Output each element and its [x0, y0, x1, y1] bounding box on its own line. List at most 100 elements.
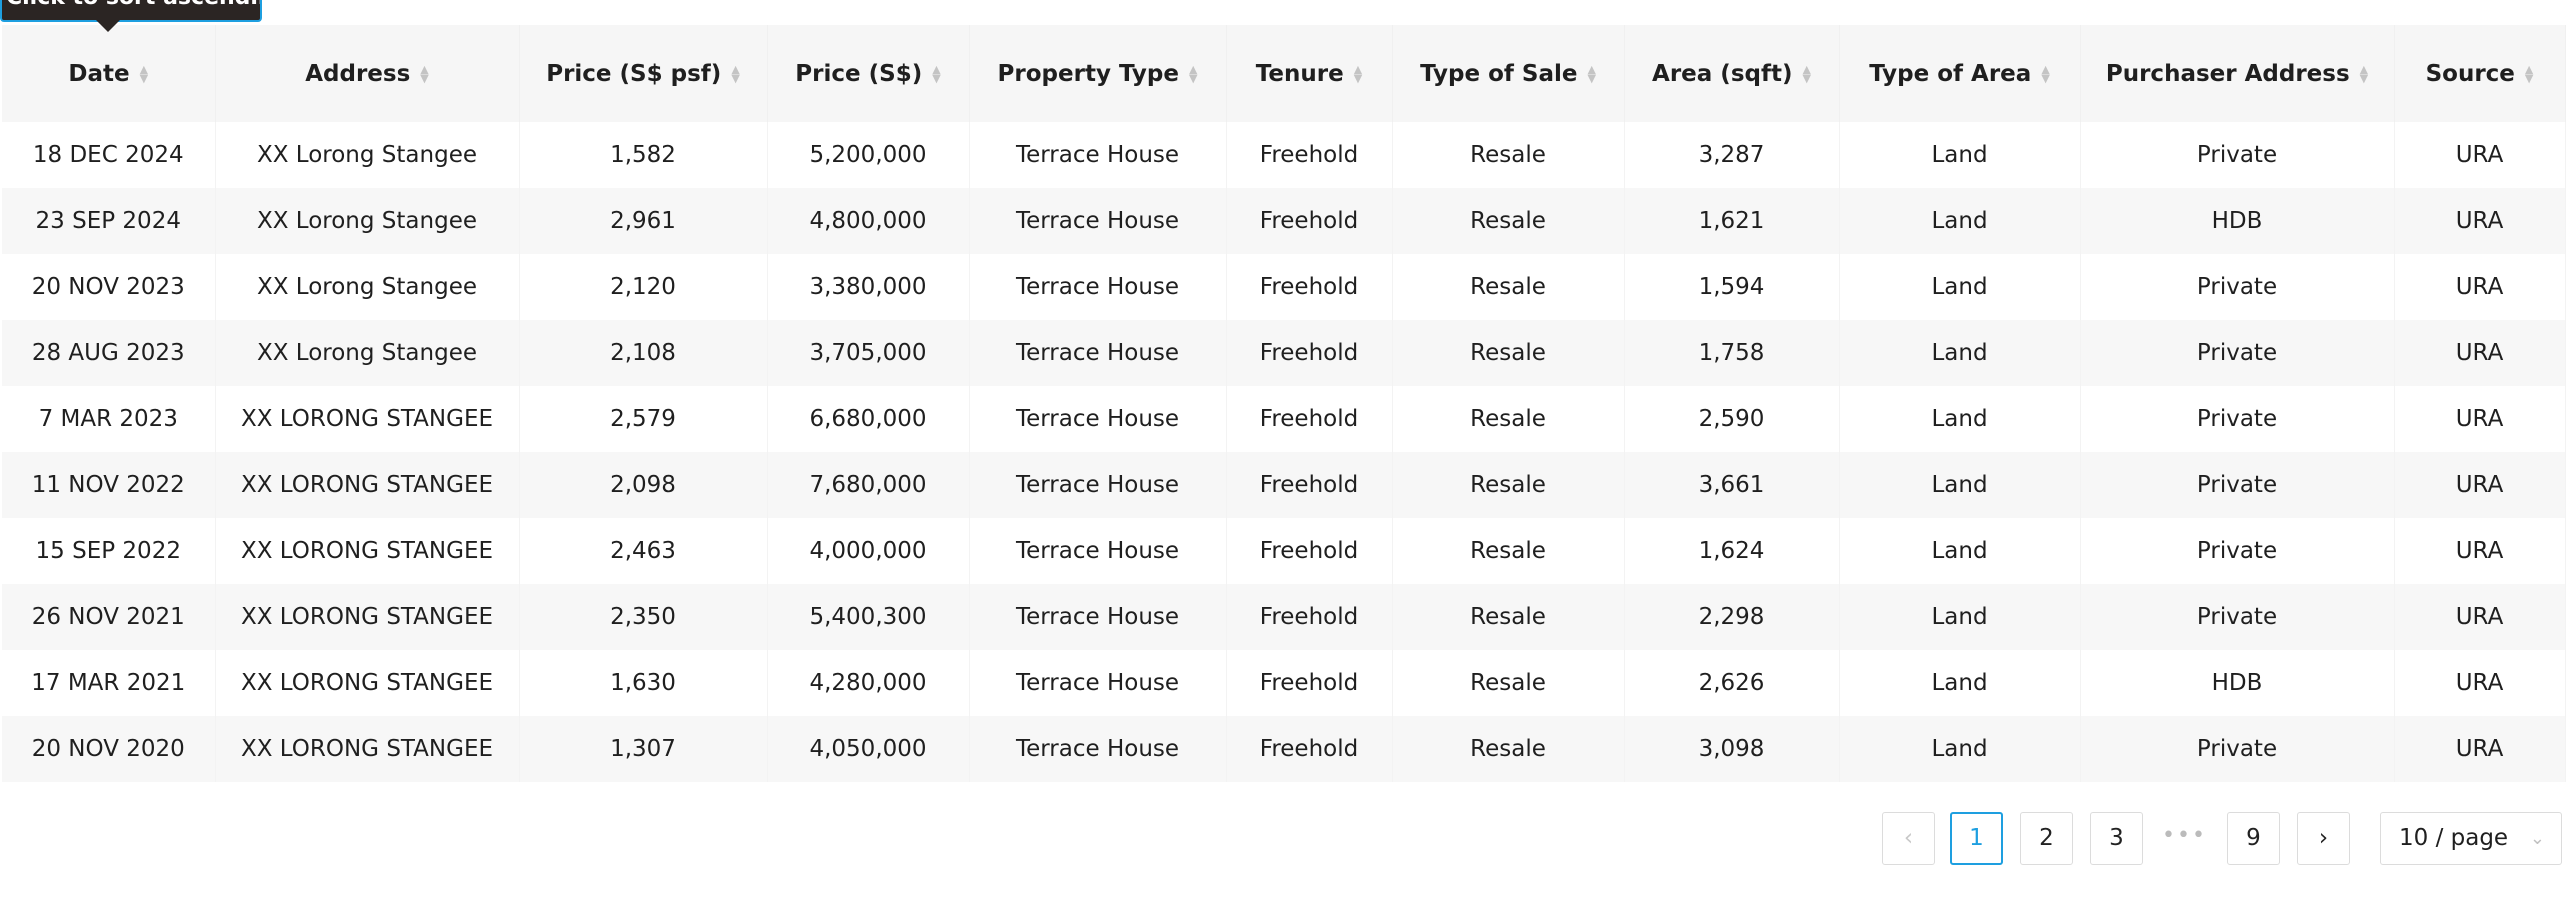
chevron-right-icon[interactable]: ›	[2297, 812, 2350, 865]
table-cell: Private	[2080, 122, 2395, 188]
table-cell: 26 NOV 2021	[2, 584, 216, 650]
column-header-tenure[interactable]: Tenure ▲ ▼	[1226, 25, 1393, 122]
ellipsis-jump[interactable]: •••	[2162, 823, 2207, 848]
table-cell: Freehold	[1226, 386, 1393, 452]
table-cell: XX LORONG STANGEE	[215, 386, 520, 452]
table-cell: 28 AUG 2023	[2, 320, 216, 386]
table-cell: Resale	[1392, 188, 1625, 254]
table-cell: 1,758	[1624, 320, 1840, 386]
table-cell: Land	[1839, 254, 2081, 320]
sort-icon[interactable]: ▲ ▼	[731, 63, 740, 85]
table-cell: XX LORONG STANGEE	[215, 584, 520, 650]
table-cell: Freehold	[1226, 254, 1393, 320]
sort-icon[interactable]: ▲ ▼	[420, 63, 429, 85]
table-cell: 2,298	[1624, 584, 1840, 650]
table-cell: Land	[1839, 320, 2081, 386]
column-header-source[interactable]: Source ▲ ▼	[2394, 25, 2566, 122]
sort-icon[interactable]: ▲ ▼	[139, 63, 149, 85]
table-cell: 4,280,000	[767, 650, 970, 716]
table-cell: Private	[2080, 386, 2395, 452]
sort-icon[interactable]: ▲ ▼	[1353, 63, 1363, 85]
table-cell: 18 DEC 2024	[2, 122, 216, 188]
table-cell: Terrace House	[969, 320, 1227, 386]
table-cell: XX LORONG STANGEE	[215, 716, 520, 782]
table-cell: URA	[2394, 320, 2566, 386]
chevron-left-icon[interactable]: ‹	[1882, 812, 1935, 865]
column-header-label: Date	[68, 60, 130, 87]
table-cell: 17 MAR 2021	[2, 650, 216, 716]
table-cell: 2,120	[519, 254, 768, 320]
table-cell: 3,661	[1624, 452, 1840, 518]
page-size-select[interactable]: 10 / page ⌄	[2380, 812, 2562, 865]
table-cell: Freehold	[1226, 716, 1393, 782]
table-cell: 20 NOV 2023	[2, 254, 216, 320]
table-cell: 1,630	[519, 650, 768, 716]
column-header-label: Type of Area	[1869, 60, 2032, 87]
column-header-address[interactable]: Address ▲ ▼	[215, 25, 520, 122]
column-header-label: Area (sqft)	[1652, 60, 1793, 87]
table-cell: 20 NOV 2020	[2, 716, 216, 782]
table-cell: Freehold	[1226, 188, 1393, 254]
page-1-button[interactable]: 1	[1950, 812, 2003, 865]
sort-icon[interactable]: ▲ ▼	[1188, 63, 1198, 85]
table-cell: Freehold	[1226, 584, 1393, 650]
page-3-button[interactable]: 3	[2090, 812, 2143, 865]
column-header-price-s-psf[interactable]: Price (S$ psf) ▲ ▼	[519, 25, 768, 122]
table-cell: Private	[2080, 452, 2395, 518]
table-cell: XX Lorong Stangee	[215, 320, 520, 386]
transactions-table: Date ▲ ▼ Address ▲ ▼ Price (S$ psf) ▲ ▼ Price (S$…	[2, 25, 2566, 782]
table-cell: 23 SEP 2024	[2, 188, 216, 254]
table-cell: 5,400,300	[767, 584, 970, 650]
table-row: 18 DEC 2024 XX Lorong Stangee 1,582 5,200,0…	[2, 122, 2566, 188]
sort-icon[interactable]: ▲ ▼	[1802, 63, 1811, 85]
table-row: 26 NOV 2021 XX LORONG STANGEE 2,350 5,400,3…	[2, 584, 2566, 650]
table-cell: Private	[2080, 320, 2395, 386]
column-header-purchaser-address[interactable]: Purchaser Address ▲ ▼	[2080, 25, 2395, 122]
column-header-date[interactable]: Date ▲ ▼	[2, 25, 216, 122]
sort-icon[interactable]: ▲ ▼	[1587, 63, 1596, 85]
table-cell: Terrace House	[969, 122, 1227, 188]
table-row: 7 MAR 2023 XX LORONG STANGEE 2,579 6,680,00…	[2, 386, 2566, 452]
table-cell: Land	[1839, 584, 2081, 650]
table-cell: Terrace House	[969, 452, 1227, 518]
table-cell: Terrace House	[969, 518, 1227, 584]
table-cell: 2,579	[519, 386, 768, 452]
table-cell: URA	[2394, 584, 2566, 650]
table-cell: Land	[1839, 452, 2081, 518]
table-cell: Resale	[1392, 122, 1625, 188]
table-cell: 7,680,000	[767, 452, 970, 518]
sort-icon[interactable]: ▲ ▼	[2359, 63, 2369, 85]
table-cell: Resale	[1392, 518, 1625, 584]
table-cell: 11 NOV 2022	[2, 452, 216, 518]
table-cell: 1,307	[519, 716, 768, 782]
table-cell: Resale	[1392, 452, 1625, 518]
table-row: 11 NOV 2022 XX LORONG STANGEE 2,098 7,680,0…	[2, 452, 2566, 518]
sort-icon[interactable]: ▲ ▼	[932, 63, 941, 85]
column-header-price-s[interactable]: Price (S$) ▲ ▼	[767, 25, 970, 122]
sort-icon[interactable]: ▲ ▼	[2041, 63, 2050, 85]
column-header-type-of-sale[interactable]: Type of Sale ▲ ▼	[1392, 25, 1625, 122]
table-cell: Freehold	[1226, 122, 1393, 188]
table-cell: XX LORONG STANGEE	[215, 452, 520, 518]
table-cell: Resale	[1392, 584, 1625, 650]
table-cell: Freehold	[1226, 452, 1393, 518]
page-9-button[interactable]: 9	[2227, 812, 2280, 865]
table-cell: 4,800,000	[767, 188, 970, 254]
table-cell: Terrace House	[969, 584, 1227, 650]
tooltip-arrow	[96, 20, 120, 32]
table-cell: XX Lorong Stangee	[215, 254, 520, 320]
page-2-button[interactable]: 2	[2020, 812, 2073, 865]
table-cell: Terrace House	[969, 254, 1227, 320]
table-cell: URA	[2394, 650, 2566, 716]
column-header-property-type[interactable]: Property Type ▲ ▼	[969, 25, 1227, 122]
column-header-area-sqft[interactable]: Area (sqft) ▲ ▼	[1624, 25, 1840, 122]
table-cell: URA	[2394, 188, 2566, 254]
table-cell: Private	[2080, 584, 2395, 650]
column-header-label: Source	[2425, 60, 2515, 87]
table-row: 23 SEP 2024 XX Lorong Stangee 2,961 4,800,0…	[2, 188, 2566, 254]
column-header-label: Purchaser Address	[2105, 60, 2350, 87]
sort-icon[interactable]: ▲ ▼	[2524, 63, 2534, 85]
table-cell: Resale	[1392, 254, 1625, 320]
table-cell: Freehold	[1226, 650, 1393, 716]
column-header-type-of-area[interactable]: Type of Area ▲ ▼	[1839, 25, 2081, 122]
